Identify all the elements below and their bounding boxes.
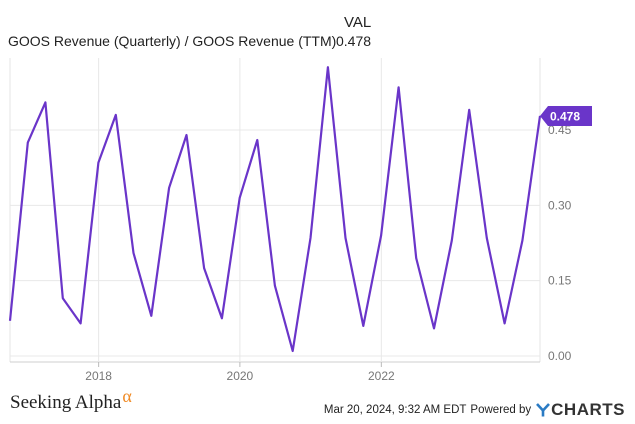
timestamp: Mar 20, 2024, 9:32 AM EDT (323, 404, 467, 416)
last-value-tag (540, 105, 592, 126)
x-tick-label: 2020 (227, 369, 254, 380)
line-chart: 2018 2020 2022 0.00 0.15 0.30 0.45 0.478 (8, 58, 592, 380)
powered-by-text: Powered by (470, 404, 532, 416)
series-layer (8, 66, 542, 353)
y-tick-label: 0.30 (548, 198, 572, 212)
x-tick-label: 2018 (85, 369, 112, 380)
ycharts-y-icon (536, 403, 551, 417)
x-axis-ticks: 2018 2020 2022 (85, 369, 395, 380)
legend-header: VAL GOOS Revenue (Quarterly) / GOOS Reve… (0, 0, 635, 50)
series-line (8, 66, 542, 353)
series-current-value: 0.478 (336, 33, 372, 49)
footer-attribution: Mar 20, 2024, 9:32 AM EDT Powered by CHA… (324, 400, 625, 420)
ycharts-logo: CHARTS (536, 400, 625, 420)
y-axis-ticks: 0.00 0.15 0.30 0.45 (548, 123, 572, 363)
last-value-label: 0.478 (540, 105, 592, 126)
y-tick-label: 0.00 (548, 349, 572, 363)
value-column-header: VAL (344, 14, 372, 31)
series-name-label: GOOS Revenue (Quarterly) / GOOS Revenue … (8, 33, 337, 49)
last-value-text: 0.478 (550, 109, 580, 123)
y-tick-label: 0.15 (548, 274, 572, 288)
brand-name: Seeking Alpha (10, 392, 122, 413)
x-tick-label: 2022 (368, 369, 395, 380)
y-tick-label: 0.45 (548, 123, 572, 137)
seeking-alpha-logo: Seeking Alphaα (10, 386, 132, 414)
gridlines (9, 58, 541, 367)
ycharts-name: CHARTS (551, 400, 625, 419)
alpha-icon: α (122, 386, 132, 406)
